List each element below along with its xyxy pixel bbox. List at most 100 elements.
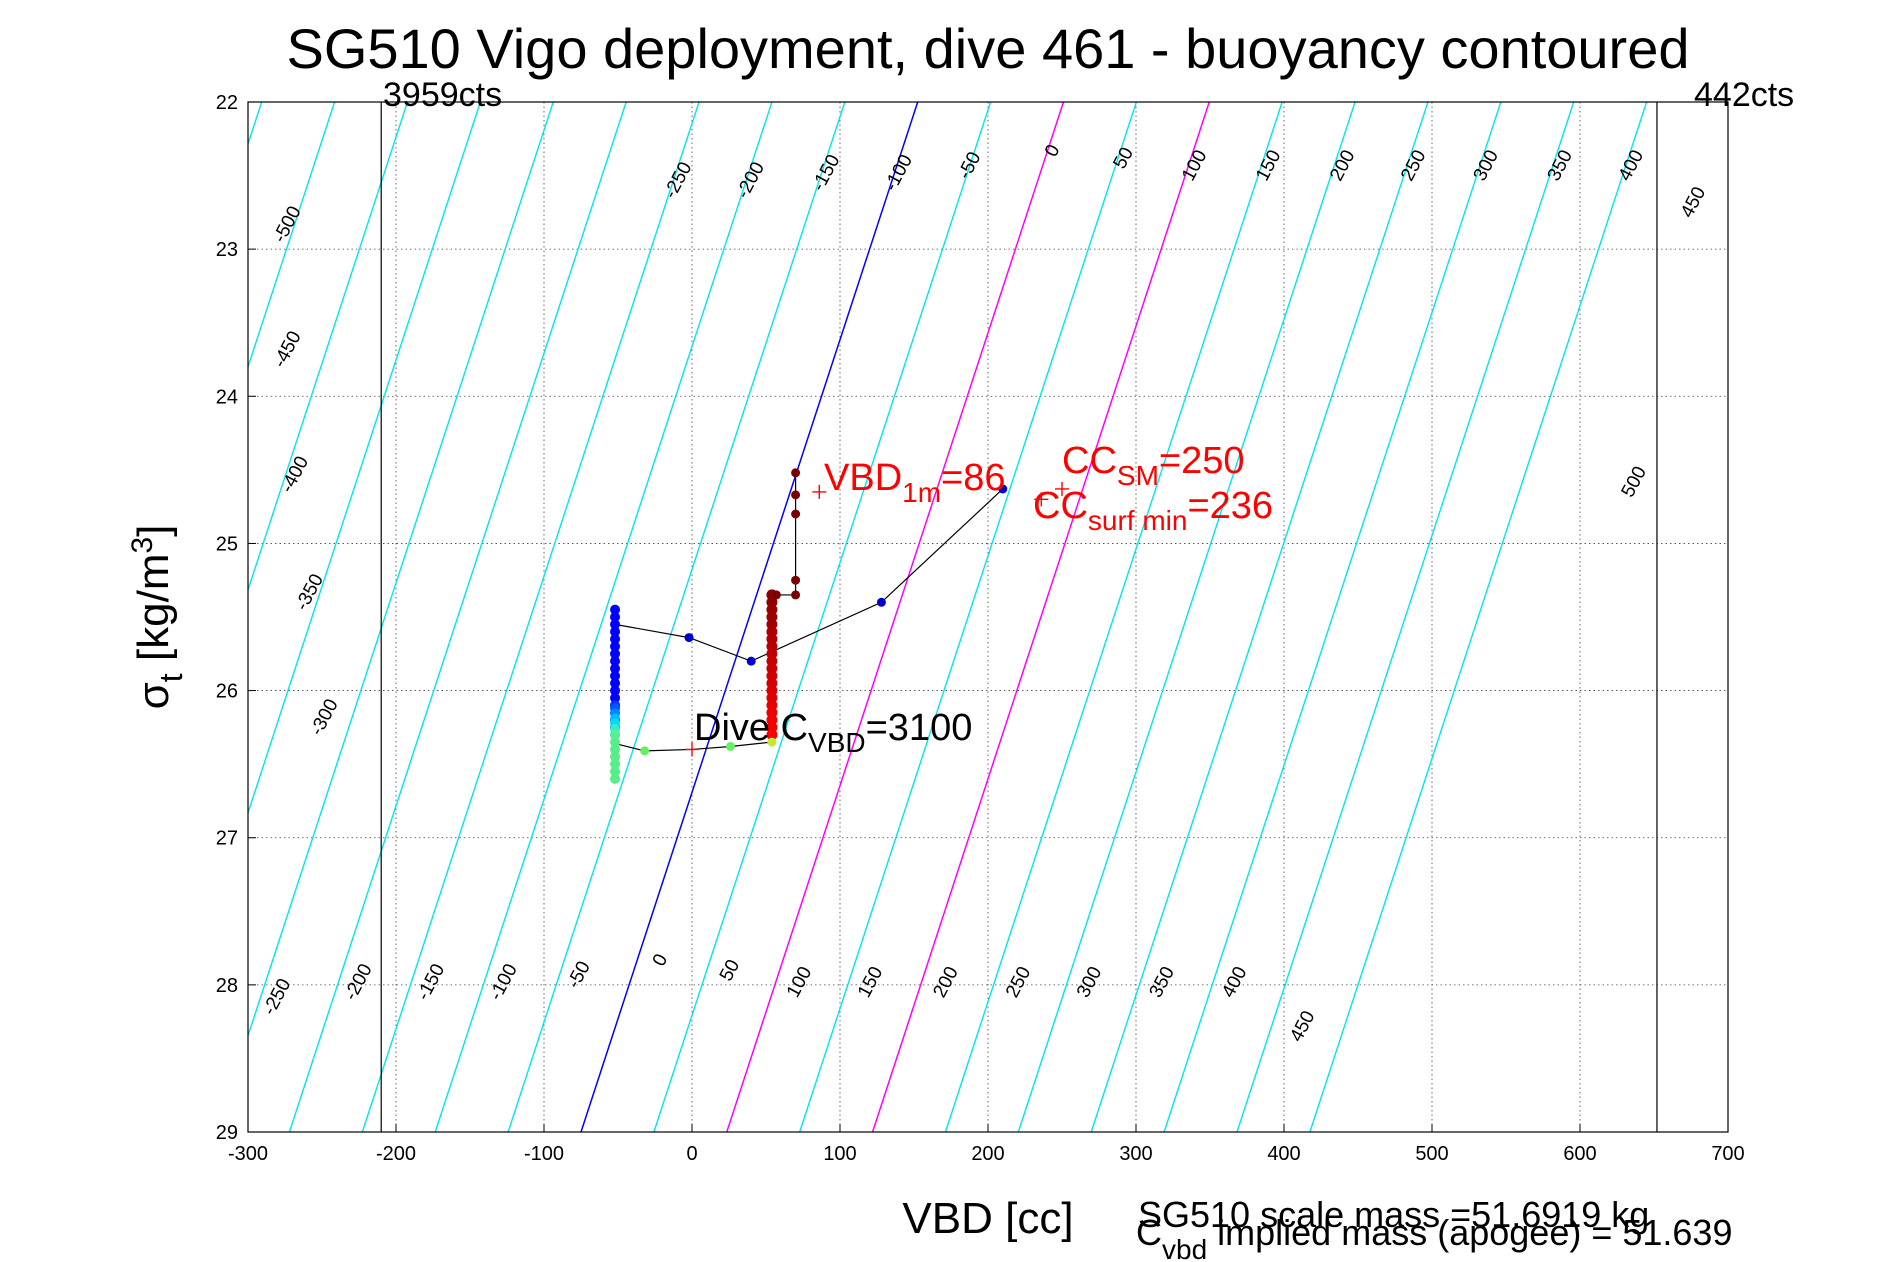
column-point — [610, 759, 621, 770]
x-tick-label: 0 — [686, 1143, 697, 1165]
column-point — [610, 619, 621, 630]
x-tick-label: -100 — [524, 1143, 564, 1165]
y-axis-label-subscript: t — [153, 673, 189, 682]
scatter-point — [684, 633, 694, 643]
y-tick-label: 26 — [216, 681, 238, 703]
column-point — [610, 692, 621, 703]
limit-label-right: 442cts — [1694, 76, 1794, 114]
limit-lines — [380, 102, 1658, 1132]
x-tick-label: 300 — [1119, 1143, 1152, 1165]
scatter-point — [725, 741, 735, 751]
y-tick-label: 27 — [216, 828, 238, 850]
column-point — [610, 648, 621, 659]
scatter-point — [771, 590, 781, 600]
x-tick-label: -300 — [228, 1143, 268, 1165]
column-point — [610, 728, 621, 739]
contour-line — [248, 102, 482, 816]
svg-text:σt [kg/m3]: σt [kg/m3] — [126, 525, 189, 710]
contour-line — [248, 102, 409, 593]
plus-marker — [812, 484, 827, 499]
limit-label-left: 3959cts — [383, 76, 502, 114]
annotation-cc-surf-min: CCsurf min=236 — [1033, 485, 1273, 536]
y-axis-ticks: 22 23 24 25 26 27 28 29 — [216, 92, 256, 1144]
contour-line — [580, 102, 919, 1132]
annotation-dive-c-vbd: Dive CVBD=3100 — [694, 707, 972, 758]
scatter-point — [791, 575, 801, 585]
plus-marker — [1055, 481, 1069, 496]
scatter-point — [791, 468, 801, 478]
column-point — [610, 744, 621, 755]
annotation-cc-sm: CCSM=250 — [1062, 440, 1244, 491]
column-point — [610, 656, 621, 667]
y-tick-label: 23 — [216, 239, 238, 261]
contour-line — [1090, 102, 1429, 1132]
plus-marker — [685, 742, 699, 757]
contour-line — [799, 102, 1138, 1132]
y-tick-label: 25 — [216, 533, 238, 555]
plus-marker — [1034, 492, 1049, 507]
y-axis-label-unit-close: ] — [129, 525, 178, 537]
contour-line — [944, 102, 1283, 1132]
column-point — [610, 612, 621, 622]
scatter-point — [876, 597, 886, 607]
contour-line — [1017, 102, 1356, 1132]
x-tick-label: 200 — [971, 1143, 1004, 1165]
column-point — [610, 766, 621, 777]
scatter-point — [791, 590, 801, 600]
scatter-point — [746, 656, 756, 666]
contour-line — [1236, 102, 1575, 1132]
contour-line — [248, 102, 554, 1039]
x-tick-label: -200 — [376, 1143, 416, 1165]
grid-lines — [248, 102, 1728, 1132]
column-point — [610, 678, 621, 689]
column-point — [610, 604, 621, 615]
contour-line — [288, 102, 627, 1132]
y-tick-label: 22 — [216, 92, 238, 114]
chart-title: SG510 Vigo deployment, dive 461 - buoyan… — [286, 17, 1689, 80]
contour-line — [653, 102, 992, 1132]
y-tick-label: 28 — [216, 975, 238, 997]
contour-line — [726, 102, 1065, 1132]
buoyancy-contours — [248, 102, 1648, 1132]
column-point — [610, 670, 621, 681]
scale-mass-note: SG510 scale mass =51.6919 kg — [1138, 1194, 1649, 1235]
y-axis-label-symbol: σ — [129, 682, 178, 709]
x-tick-label: 600 — [1563, 1143, 1596, 1165]
contour-line — [248, 102, 336, 370]
y-axis-label-unit: [kg/m — [129, 554, 178, 674]
y-axis-label-unit-exponent: 3 — [126, 537, 159, 554]
scatter-point — [767, 737, 777, 747]
contour-line — [507, 102, 846, 1132]
y-tick-label: 24 — [216, 386, 238, 408]
implied-mass-note: Cvbd implied mass (apogee) = 51.639 — [1136, 1212, 1732, 1262]
scatter-point — [791, 490, 801, 500]
y-axis-label: σt [kg/m3] — [126, 525, 189, 710]
x-axis-ticks: -300 -200 -100 0 100 200 300 400 500 600 700 — [228, 1124, 1745, 1165]
x-tick-label: 500 — [1415, 1143, 1448, 1165]
x-tick-label: 700 — [1711, 1143, 1744, 1165]
red-column-point — [766, 729, 778, 741]
column-point — [610, 773, 621, 784]
annotation-markers — [685, 481, 1069, 757]
contour-line — [871, 102, 1210, 1132]
contour-line — [361, 102, 700, 1132]
x-tick-label: 100 — [823, 1143, 856, 1165]
column-point — [610, 641, 621, 652]
scatter-point — [791, 509, 801, 519]
x-axis-label: VBD [cc] — [902, 1194, 1073, 1243]
annotation-vbd-1m: VBD1m=86 — [824, 457, 1006, 508]
column-point — [610, 685, 621, 696]
column-point — [610, 737, 621, 748]
x-tick-label: 400 — [1267, 1143, 1300, 1165]
column-point — [610, 663, 621, 674]
scatter-point — [998, 484, 1008, 494]
column-point — [610, 751, 621, 762]
data-points — [610, 468, 1008, 784]
scatter-point — [640, 746, 650, 756]
contour-line — [1163, 102, 1502, 1132]
y-tick-label: 29 — [216, 1122, 238, 1144]
column-point — [610, 626, 621, 637]
contour-line — [1309, 102, 1648, 1132]
column-point — [610, 634, 621, 645]
